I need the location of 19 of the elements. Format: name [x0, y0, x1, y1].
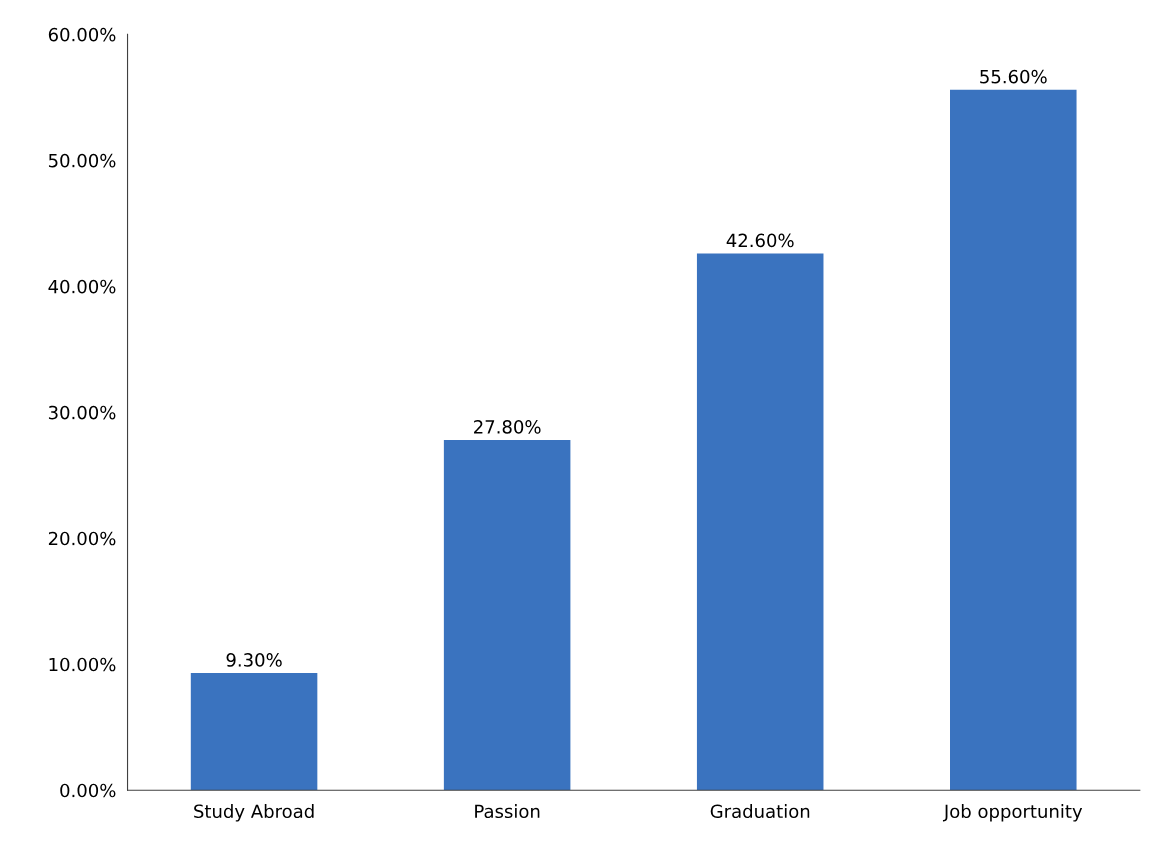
data-label: 27.80%: [474, 420, 541, 434]
data-label: 42.60%: [726, 233, 794, 248]
x-tick-label: Study Abroad: [194, 804, 314, 822]
y-tick-label: 60.00%: [48, 27, 116, 42]
x-tick-label: Job opportunity: [942, 804, 1083, 822]
y-tick-label: 20.00%: [48, 531, 116, 546]
bar: [443, 439, 571, 791]
data-label: 55.60%: [980, 69, 1047, 84]
y-tick-label: 40.00%: [48, 279, 116, 294]
y-tick-label: 50.00%: [48, 153, 116, 168]
x-tick-label: Passion: [475, 804, 540, 819]
x-tick-label: Graduation: [710, 804, 810, 819]
bar: [696, 253, 824, 791]
bar: [950, 89, 1077, 791]
data-label: 9.30%: [226, 653, 282, 667]
y-tick-label: 30.00%: [48, 405, 116, 420]
y-tick-label: 0.00%: [60, 783, 116, 798]
y-tick-label: 10.00%: [49, 657, 116, 672]
bar: [190, 673, 318, 791]
